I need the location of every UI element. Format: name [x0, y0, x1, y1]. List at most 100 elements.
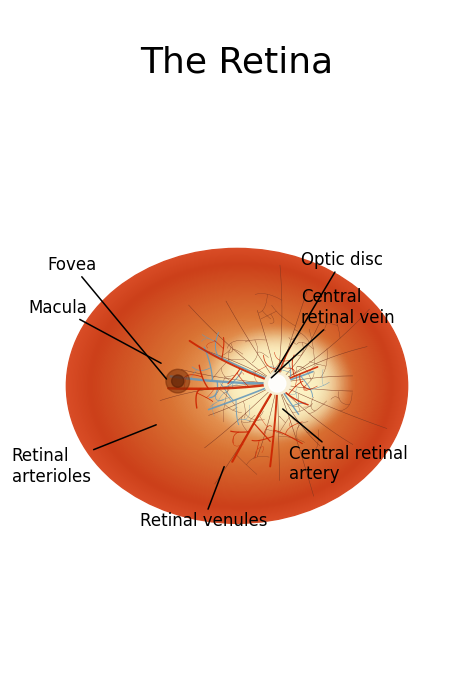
Ellipse shape [147, 302, 352, 468]
Ellipse shape [273, 381, 281, 387]
Ellipse shape [93, 266, 389, 505]
Ellipse shape [96, 268, 387, 503]
Ellipse shape [242, 366, 288, 403]
Ellipse shape [255, 374, 279, 395]
Ellipse shape [272, 379, 283, 388]
Ellipse shape [88, 263, 393, 508]
Ellipse shape [251, 363, 304, 404]
Ellipse shape [179, 323, 331, 446]
Ellipse shape [230, 348, 324, 420]
Text: Optic disc: Optic disc [275, 251, 383, 372]
Ellipse shape [141, 298, 357, 473]
Ellipse shape [133, 293, 363, 478]
Ellipse shape [182, 325, 329, 445]
Ellipse shape [260, 378, 276, 390]
Ellipse shape [219, 338, 336, 429]
Text: Fovea: Fovea [47, 256, 166, 379]
Ellipse shape [85, 261, 395, 510]
Text: Retinal venules: Retinal venules [140, 467, 267, 530]
Ellipse shape [125, 287, 368, 484]
Ellipse shape [131, 292, 364, 479]
Ellipse shape [255, 366, 300, 401]
Ellipse shape [265, 381, 272, 387]
Ellipse shape [182, 326, 328, 443]
Ellipse shape [268, 376, 287, 391]
Ellipse shape [266, 382, 271, 386]
Text: Central
retinal vein: Central retinal vein [271, 289, 395, 378]
Ellipse shape [231, 359, 295, 410]
Ellipse shape [236, 352, 319, 415]
Ellipse shape [108, 277, 379, 494]
Ellipse shape [271, 378, 284, 389]
Ellipse shape [203, 339, 314, 429]
Ellipse shape [82, 259, 397, 512]
Ellipse shape [166, 315, 339, 454]
Ellipse shape [238, 363, 291, 406]
Ellipse shape [158, 310, 345, 460]
Ellipse shape [120, 284, 371, 487]
Ellipse shape [230, 358, 296, 411]
Ellipse shape [224, 342, 331, 424]
Ellipse shape [184, 327, 328, 443]
Ellipse shape [226, 355, 299, 414]
Ellipse shape [259, 369, 296, 398]
Ellipse shape [180, 324, 330, 445]
Ellipse shape [185, 328, 327, 442]
Ellipse shape [92, 266, 390, 505]
Ellipse shape [239, 364, 290, 404]
Ellipse shape [171, 318, 337, 452]
Ellipse shape [234, 360, 293, 408]
Ellipse shape [73, 253, 403, 519]
Ellipse shape [164, 314, 341, 457]
Ellipse shape [111, 278, 377, 493]
Ellipse shape [232, 348, 323, 418]
Ellipse shape [250, 372, 282, 397]
Ellipse shape [228, 357, 297, 412]
Text: Retinal
arterioles: Retinal arterioles [12, 424, 156, 486]
Ellipse shape [204, 341, 313, 429]
Ellipse shape [66, 248, 408, 523]
Ellipse shape [229, 346, 325, 420]
Ellipse shape [87, 262, 394, 510]
Ellipse shape [84, 260, 396, 511]
Ellipse shape [149, 303, 351, 467]
Ellipse shape [215, 348, 306, 421]
Ellipse shape [258, 377, 277, 392]
Ellipse shape [136, 295, 361, 476]
Ellipse shape [233, 350, 321, 418]
Ellipse shape [264, 373, 291, 394]
Ellipse shape [154, 307, 347, 463]
Ellipse shape [268, 383, 270, 385]
Ellipse shape [223, 342, 332, 426]
Ellipse shape [252, 364, 303, 403]
Ellipse shape [235, 351, 320, 416]
Ellipse shape [207, 342, 312, 427]
Ellipse shape [117, 282, 374, 489]
Ellipse shape [210, 332, 344, 435]
Ellipse shape [261, 372, 293, 396]
Ellipse shape [220, 339, 335, 428]
Ellipse shape [77, 256, 400, 516]
Ellipse shape [263, 379, 274, 389]
Ellipse shape [247, 369, 284, 399]
Ellipse shape [221, 340, 333, 427]
Ellipse shape [126, 288, 367, 482]
Ellipse shape [243, 357, 312, 411]
Ellipse shape [227, 344, 328, 422]
Ellipse shape [215, 335, 340, 431]
Ellipse shape [103, 273, 383, 498]
Ellipse shape [142, 299, 356, 471]
Ellipse shape [100, 271, 384, 500]
Ellipse shape [237, 353, 317, 414]
Ellipse shape [174, 321, 334, 449]
Ellipse shape [91, 265, 391, 507]
Ellipse shape [233, 360, 294, 409]
Ellipse shape [153, 306, 348, 464]
Ellipse shape [122, 286, 370, 485]
Ellipse shape [109, 277, 378, 493]
Ellipse shape [190, 330, 324, 439]
Ellipse shape [241, 355, 313, 411]
Ellipse shape [74, 254, 402, 518]
Ellipse shape [261, 378, 275, 390]
Ellipse shape [155, 308, 347, 462]
